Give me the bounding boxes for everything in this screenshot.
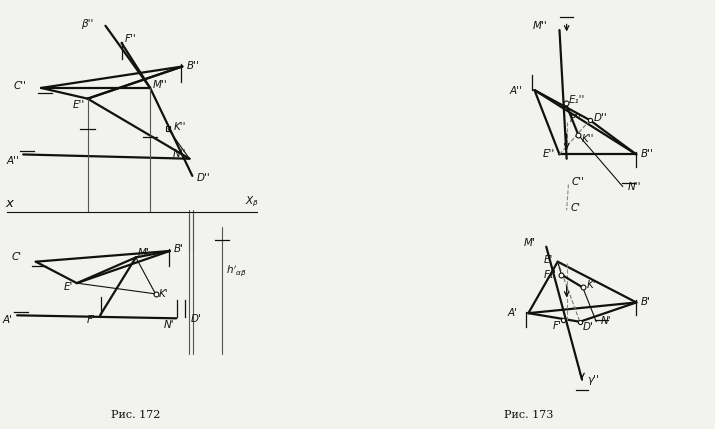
Text: B': B' xyxy=(174,244,184,254)
Text: F': F' xyxy=(553,321,561,331)
Text: F₁': F₁' xyxy=(544,269,557,280)
Text: A'': A'' xyxy=(509,86,522,96)
Text: β'': β'' xyxy=(81,18,93,29)
Text: C': C' xyxy=(571,203,581,213)
Text: $X_{\beta}$: $X_{\beta}$ xyxy=(245,195,259,209)
Text: F': F' xyxy=(87,314,96,325)
Text: K'': K'' xyxy=(173,122,186,133)
Text: B'': B'' xyxy=(187,61,199,72)
Text: C': C' xyxy=(12,252,22,263)
Text: D'': D'' xyxy=(594,113,608,123)
Text: D': D' xyxy=(190,314,202,324)
Text: E': E' xyxy=(64,282,73,293)
Text: E'': E'' xyxy=(543,149,555,160)
Text: F'': F'' xyxy=(124,33,136,44)
Text: N': N' xyxy=(601,316,611,326)
Text: F'': F'' xyxy=(569,114,581,124)
Text: B': B' xyxy=(641,297,651,308)
Text: $\mathit{x}$: $\mathit{x}$ xyxy=(6,197,16,210)
Text: N'': N'' xyxy=(628,181,641,192)
Bar xyxy=(166,126,170,131)
Text: E₁'': E₁'' xyxy=(568,94,585,105)
Text: E'': E'' xyxy=(72,100,84,110)
Text: K': K' xyxy=(586,280,596,290)
Text: M': M' xyxy=(138,248,149,258)
Text: γ'': γ'' xyxy=(587,375,599,385)
Text: K'': K'' xyxy=(581,134,593,145)
Text: D'': D'' xyxy=(197,173,210,183)
Text: C'': C'' xyxy=(572,177,585,187)
Text: A': A' xyxy=(3,314,13,325)
Text: N'': N'' xyxy=(173,148,187,159)
Text: K': K' xyxy=(159,289,169,299)
Text: $h'_{\alpha\beta}$: $h'_{\alpha\beta}$ xyxy=(226,263,247,278)
Text: D': D' xyxy=(583,322,593,332)
Text: A': A' xyxy=(508,308,518,318)
Text: A'': A'' xyxy=(6,156,20,166)
Text: N': N' xyxy=(164,320,174,330)
Text: C'': C'' xyxy=(13,81,26,91)
Text: E': E' xyxy=(544,254,553,265)
Text: M': M' xyxy=(523,238,536,248)
Text: Рис. 172: Рис. 172 xyxy=(111,411,161,420)
Text: B'': B'' xyxy=(641,149,654,160)
Text: Рис. 173: Рис. 173 xyxy=(504,411,554,420)
Text: M'': M'' xyxy=(152,79,167,90)
Text: M'': M'' xyxy=(532,21,547,31)
